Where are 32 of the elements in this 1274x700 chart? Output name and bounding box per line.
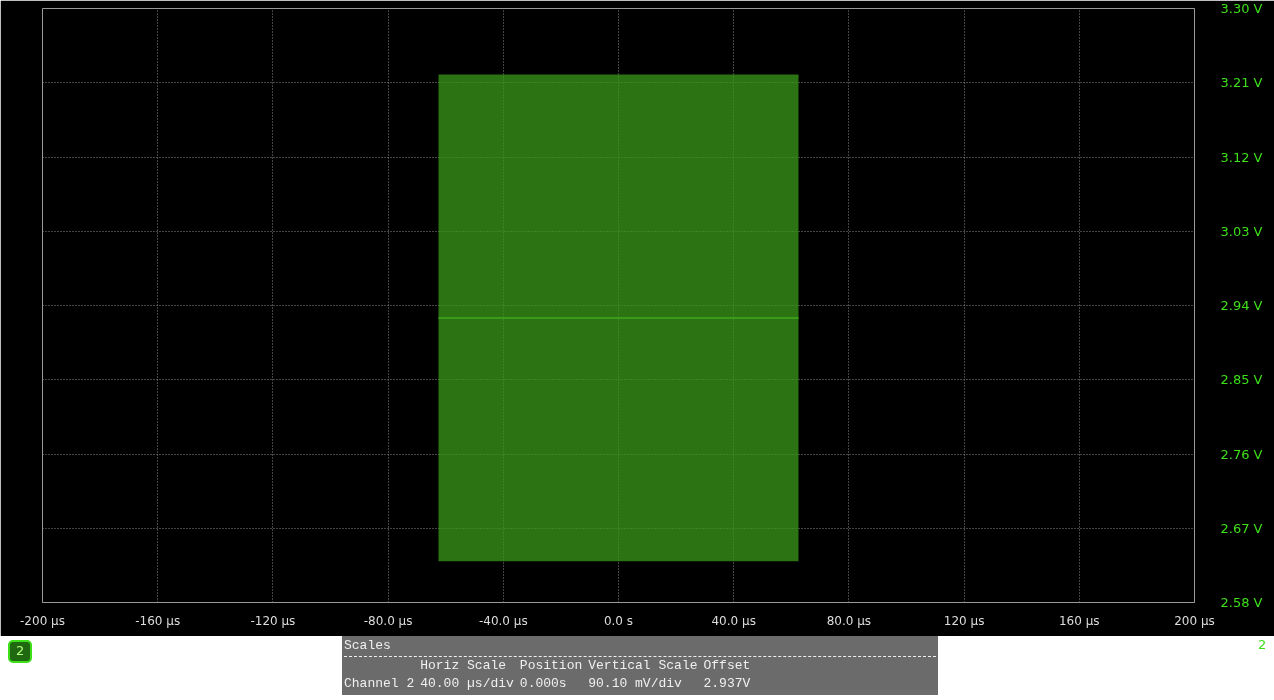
text: Horiz Scale xyxy=(420,656,508,675)
x-tick-label: -40.0 µs xyxy=(478,613,528,628)
y-tick-label: 3.21 V xyxy=(1220,75,1263,91)
y-tick-label: 2.85 V xyxy=(1220,372,1263,388)
text: Vertical Scale xyxy=(588,656,699,675)
x-tick-label: -160 µs xyxy=(135,613,181,628)
x-tick-label: -200 µs xyxy=(20,613,65,628)
text: 2 xyxy=(8,640,33,663)
x-tick-label: 160 µs xyxy=(1059,613,1100,628)
x-tick-label: 0.0 s xyxy=(603,613,634,628)
text: 2 xyxy=(1258,636,1267,654)
text: 90.10 mV/div xyxy=(588,675,683,694)
x-tick-label: 120 µs xyxy=(943,613,985,628)
x-tick-label: 40.0 µs xyxy=(711,613,756,628)
y-tick-label: 2.67 V xyxy=(1220,520,1263,536)
text: 2.937V xyxy=(703,675,752,694)
text: 0.000s xyxy=(519,675,568,694)
y-tick-label: 2.58 V xyxy=(1220,595,1263,610)
x-tick-label: 80.0 µs xyxy=(826,613,872,628)
x-tick-label: 200 µs xyxy=(1174,613,1215,628)
y-tick-label: 3.03 V xyxy=(1220,223,1263,239)
text: Channel 2 xyxy=(344,675,416,694)
text: Position xyxy=(519,656,584,675)
y-tick-label: 3.30 V xyxy=(1220,1,1263,16)
text: Scales xyxy=(344,637,936,657)
x-tick-label: -120 µs xyxy=(250,613,296,628)
y-tick-label: 2.76 V xyxy=(1220,446,1263,462)
y-tick-label: 2.94 V xyxy=(1220,298,1263,313)
text: Offset xyxy=(703,656,752,675)
text: 40.00 µs/div xyxy=(420,675,515,694)
x-tick-label: -80.0 µs xyxy=(363,613,413,628)
y-tick-label: 3.12 V xyxy=(1220,149,1263,165)
